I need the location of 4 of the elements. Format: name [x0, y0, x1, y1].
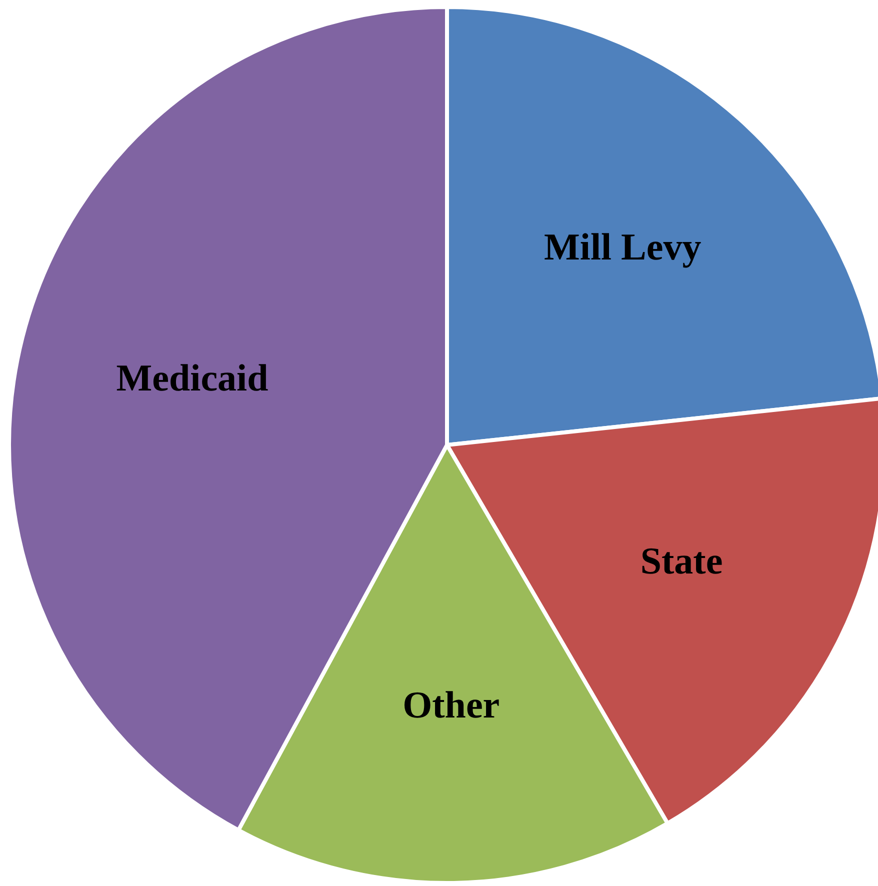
slice-label: State [640, 540, 723, 582]
slice-label: Other [402, 684, 500, 727]
slice-label: Mill Levy [544, 226, 702, 268]
slice-label: Medicaid [116, 357, 268, 400]
